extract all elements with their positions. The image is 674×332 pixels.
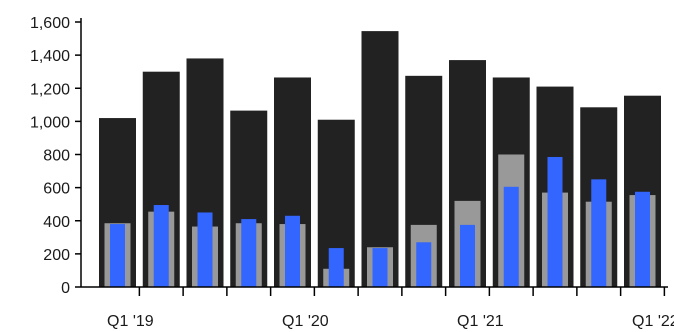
bar-blue-3 (241, 219, 257, 287)
y-tick-label-2: 400 (43, 214, 70, 231)
y-tick-label-1: 200 (43, 247, 70, 264)
bar-blue-9 (503, 186, 519, 287)
bar-blue-8 (460, 224, 475, 287)
y-tick-label-6: 1,200 (30, 81, 70, 98)
bar-blue-1 (153, 205, 169, 287)
bar-blue-7 (416, 242, 432, 287)
y-tick-label-4: 800 (43, 148, 70, 165)
bar-dark-6 (361, 31, 399, 287)
bar-blue-0 (110, 224, 125, 287)
bar-blue-2 (197, 212, 213, 287)
bars-group (99, 31, 661, 288)
x-tick-label-2: Q1 '21 (457, 313, 504, 330)
y-tick-label-3: 600 (43, 181, 70, 198)
y-tick-label-7: 1,400 (30, 48, 70, 65)
bar-blue-12 (635, 191, 650, 287)
x-tick-label-1: Q1 '20 (282, 313, 329, 330)
axes-group: 0 200 400 600 800 1,000 1,200 1,400 1,600 Q1 '19 Q… (30, 15, 674, 330)
bar-blue-11 (591, 179, 607, 287)
bar-blue-10 (547, 156, 563, 287)
x-tick-label-3: Q1 '22 (632, 313, 674, 330)
bar-blue-4 (285, 215, 300, 287)
bar-blue-6 (372, 248, 388, 287)
x-tick-label-0: Q1 '19 (107, 313, 154, 330)
y-tick-label-8: 1,600 (30, 15, 70, 32)
y-tick-label-5: 1,000 (30, 114, 70, 131)
bar-blue-5 (328, 248, 344, 287)
y-tick-label-0: 0 (61, 280, 70, 297)
